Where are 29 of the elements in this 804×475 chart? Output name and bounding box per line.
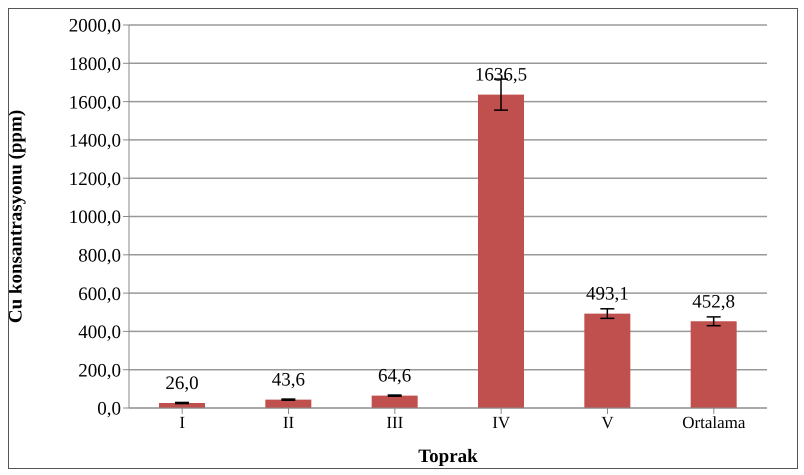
- y-tick-label: 800,0: [78, 246, 121, 267]
- data-label: 43,6: [272, 370, 305, 391]
- x-tick-label: IV: [492, 413, 511, 432]
- data-label: 493,1: [586, 284, 629, 305]
- x-tick-label: Ortalama: [682, 413, 746, 432]
- bar: [478, 94, 524, 408]
- bar: [584, 314, 630, 408]
- bar: [690, 321, 737, 408]
- y-tick-label: 2000,0: [68, 16, 121, 37]
- x-axis-title: Toprak: [418, 446, 478, 467]
- bar: [265, 400, 312, 408]
- y-tick-label: 600,0: [78, 284, 121, 305]
- data-label: 452,8: [692, 291, 736, 312]
- y-tick-label: 1600,0: [68, 92, 121, 114]
- x-tick-label: II: [282, 413, 294, 432]
- x-tick-label: V: [601, 413, 614, 432]
- y-tick-label: 0,0: [97, 398, 121, 420]
- data-label: 26,0: [165, 373, 199, 394]
- x-tick-label: III: [386, 413, 404, 432]
- y-tick-label: 200,0: [78, 360, 121, 382]
- data-label: 1636,5: [474, 64, 528, 86]
- y-tick-label: 1400,0: [68, 130, 121, 152]
- y-tick-label: 1800,0: [68, 54, 121, 76]
- y-tick-label: 400,0: [78, 322, 121, 344]
- y-tick-label: 1000,0: [68, 207, 121, 228]
- x-tick-label: I: [179, 413, 186, 432]
- y-tick-label: 1200,0: [68, 168, 121, 190]
- bar: [372, 396, 418, 408]
- data-label: 64,6: [378, 366, 412, 387]
